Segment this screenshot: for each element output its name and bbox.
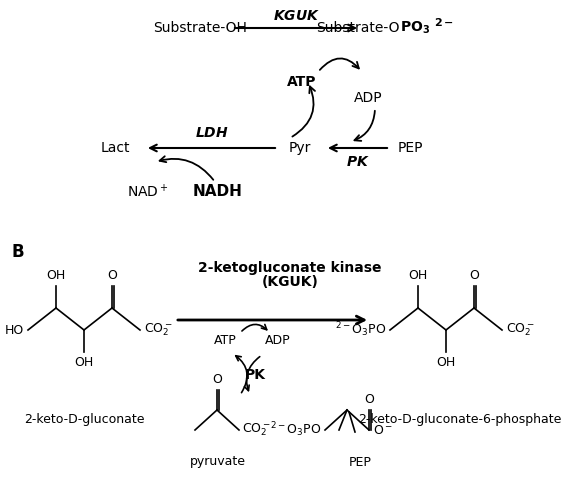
- Text: CO$_2^-$: CO$_2^-$: [144, 322, 173, 338]
- Text: ATP: ATP: [287, 75, 317, 89]
- Text: $\bfit{PK}$: $\bfit{PK}$: [346, 155, 370, 169]
- Text: $^{2-}$O$_3$PO: $^{2-}$O$_3$PO: [335, 320, 386, 339]
- Text: OH: OH: [436, 356, 456, 369]
- Text: 2-keto-D-gluconate-6-phosphate: 2-keto-D-gluconate-6-phosphate: [358, 413, 561, 426]
- Text: CO$_2^-$: CO$_2^-$: [506, 322, 535, 338]
- Text: 2-keto-D-gluconate: 2-keto-D-gluconate: [24, 413, 144, 426]
- Text: Substrate-O: Substrate-O: [316, 21, 400, 35]
- Text: PEP: PEP: [397, 141, 423, 155]
- Text: $\bfit{LDH}$: $\bfit{LDH}$: [195, 126, 229, 140]
- Text: $\bfit{KGUK}$: $\bfit{KGUK}$: [274, 9, 320, 23]
- Text: OH: OH: [75, 356, 94, 369]
- Text: Pyr: Pyr: [289, 141, 311, 155]
- Text: PK: PK: [245, 368, 265, 382]
- Text: ATP: ATP: [214, 333, 236, 346]
- Text: pyruvate: pyruvate: [190, 456, 246, 468]
- Text: O: O: [469, 269, 479, 282]
- Text: $\mathbf{2-}$: $\mathbf{2-}$: [434, 16, 454, 28]
- Text: O: O: [364, 393, 374, 406]
- Text: ADP: ADP: [265, 333, 291, 346]
- Text: HO: HO: [4, 323, 24, 337]
- Text: CO$_2^-$: CO$_2^-$: [242, 422, 271, 438]
- Text: O: O: [107, 269, 117, 282]
- Text: Lact: Lact: [100, 141, 130, 155]
- Text: NADH: NADH: [193, 184, 243, 199]
- Text: Substrate-OH: Substrate-OH: [153, 21, 247, 35]
- Text: $^{2-}$O$_3$PO: $^{2-}$O$_3$PO: [270, 421, 321, 439]
- Text: NAD$^+$: NAD$^+$: [127, 183, 169, 201]
- Text: O: O: [212, 373, 222, 386]
- Text: O$^-$: O$^-$: [373, 423, 393, 436]
- Text: OH: OH: [47, 269, 66, 282]
- Text: $\mathbf{PO_3}$: $\mathbf{PO_3}$: [400, 20, 430, 36]
- Text: (KGUK): (KGUK): [261, 275, 319, 289]
- Text: OH: OH: [408, 269, 427, 282]
- Text: PEP: PEP: [348, 456, 371, 468]
- Text: 2-ketogluconate kinase: 2-ketogluconate kinase: [198, 261, 381, 275]
- Text: B: B: [12, 243, 25, 261]
- Text: ADP: ADP: [353, 91, 382, 105]
